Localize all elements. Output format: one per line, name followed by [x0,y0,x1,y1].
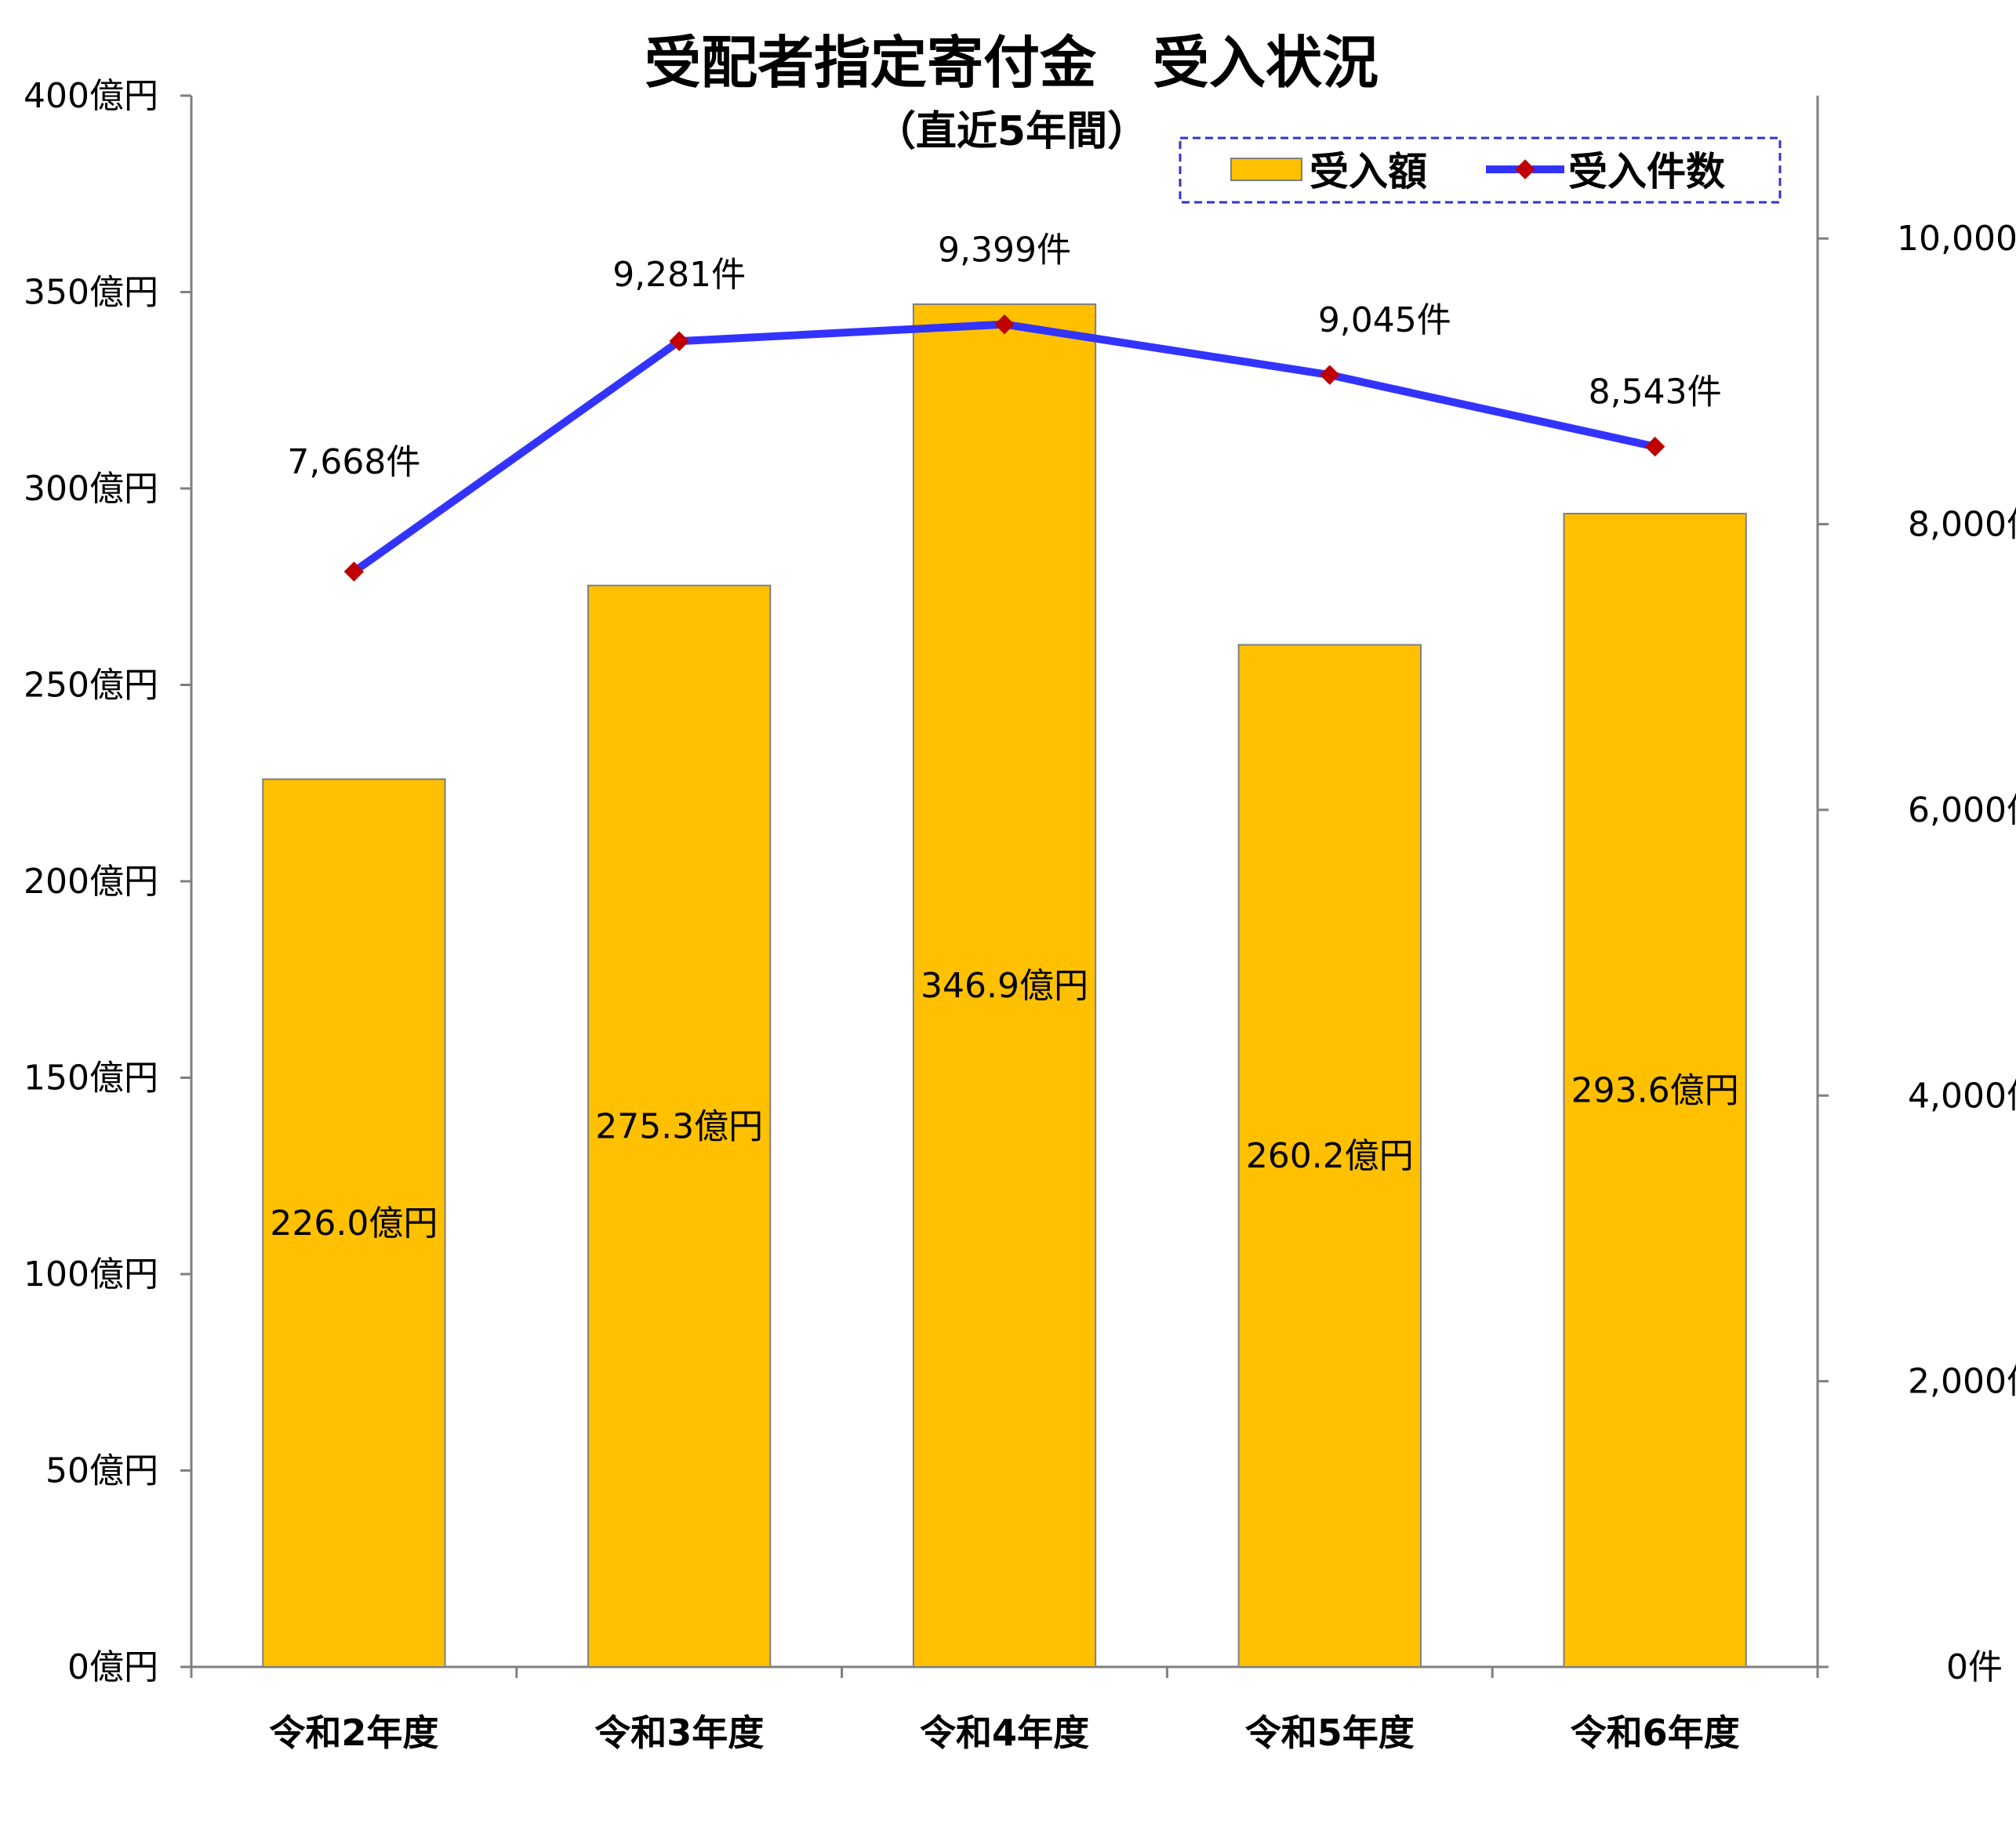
left-tick-label: 200億円 [24,862,158,902]
bar-amount [1563,513,1747,1668]
chart-subtitle: （直近5年間） [875,108,1148,155]
bar-amount [912,303,1097,1668]
right-y-axis: 0件 2,000件 4,000件 6,000件 8,000件 10,000件 [1816,96,2016,1687]
bar-value-label: 260.2億円 [1246,1136,1414,1176]
line-point-marker [1320,365,1340,385]
legend-label-count: 受入件数 [1568,149,1725,194]
x-category-label: 令和5年度 [1245,1712,1415,1754]
legend: 受入額 受入件数 [1179,136,1782,204]
legend-label-amount: 受入額 [1309,149,1427,194]
right-tick-label: 8,000件 [1908,505,2016,545]
legend-box [1179,136,1782,204]
line-value-label: 7,668件 [287,442,420,482]
left-tick-label: 50億円 [45,1451,158,1491]
left-tick-label: 350億円 [24,273,158,313]
x-category-label: 令和4年度 [920,1712,1089,1754]
bar-amount [587,584,772,1668]
right-tick-label: 6,000件 [1908,790,2016,830]
left-tick-label: 100億円 [24,1254,158,1294]
x-category-label: 令和3年度 [594,1712,764,1754]
line-value-label: 8,543件 [1589,372,1722,412]
left-tick-label: 0億円 [67,1647,158,1687]
line-point-marker [669,331,689,351]
bar-series: 226.0億円 275.3億円 346.9億円 260.2億円 293.6億円 [262,303,1747,1668]
line-value-label: 9,399件 [938,231,1071,271]
left-tick-label: 400億円 [24,76,158,116]
line-series: 7,668件 9,281件 9,399件 9,045件 8,543件 [287,231,1722,582]
bar-value-label: 226.0億円 [270,1204,438,1244]
line-value-label: 9,281件 [612,255,746,295]
right-tick-label: 4,000件 [1908,1076,2016,1116]
chart-title: 受配者指定寄付金 受入状況 [645,30,1379,96]
x-category-label: 令和6年度 [1571,1712,1740,1754]
x-category-label: 令和2年度 [269,1712,438,1754]
right-tick-label: 0件 [1946,1647,2003,1687]
right-tick-label: 10,000件 [1897,219,2016,259]
bar-amount [1237,644,1422,1668]
legend-bar-swatch [1230,158,1302,181]
line-value-label: 9,045件 [1318,300,1451,340]
bar-amount [262,778,446,1668]
line-point-marker [1644,436,1665,457]
x-axis: 令和2年度 令和3年度 令和4年度 令和5年度 令和6年度 [190,1665,1819,1754]
left-tick-label: 300億円 [24,469,158,509]
bar-value-label: 275.3億円 [595,1106,763,1146]
right-tick-label: 2,000件 [1908,1362,2016,1402]
bar-value-label: 293.6億円 [1571,1071,1739,1111]
left-y-axis: 0億円 50億円 100億円 150億円 200億円 250億円 300億円 350億円 400… [24,76,193,1687]
line-point-marker [343,561,365,582]
left-tick-label: 250億円 [24,666,158,706]
bar-value-label: 346.9億円 [921,966,1088,1006]
left-tick-label: 150億円 [24,1058,158,1098]
